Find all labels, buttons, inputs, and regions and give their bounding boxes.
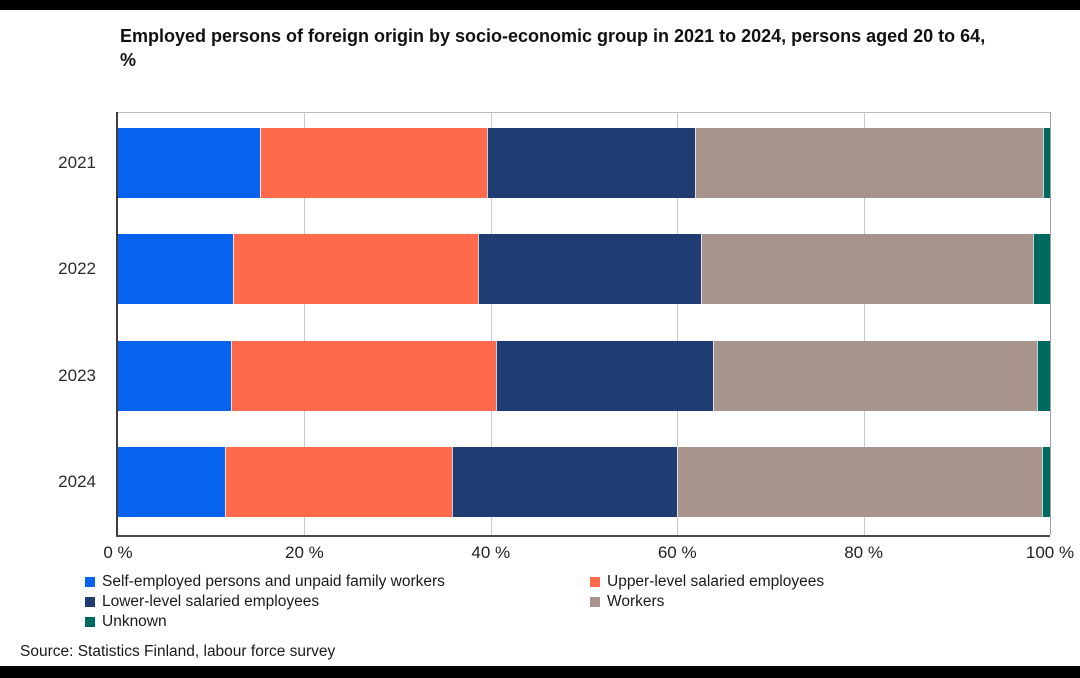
plot-area (116, 112, 1051, 537)
x-axis-tick-label-0: 0 % (103, 543, 133, 562)
legend-label: Self-employed persons and unpaid family … (102, 573, 445, 590)
x-axis-tick-label-20: 20 % (285, 543, 324, 562)
legend-item: Lower-level salaried employees (85, 592, 590, 612)
y-axis-label-2023: 2023 (58, 366, 96, 385)
bar-segment (225, 447, 452, 517)
y-axis-label-2024: 2024 (58, 472, 96, 491)
gridline-20 (304, 112, 306, 535)
legend-swatch-icon (85, 617, 95, 627)
bar-segment (451, 447, 678, 517)
bar-segment (1036, 341, 1050, 411)
bar-segment (677, 447, 1042, 517)
legend-item: Self-employed persons and unpaid family … (85, 572, 590, 592)
gridline-40 (490, 112, 492, 535)
legend-item: Workers (590, 592, 1005, 612)
top-black-border (0, 0, 1080, 10)
legend: Self-employed persons and unpaid family … (85, 572, 1005, 632)
x-axis-line (116, 535, 1050, 537)
legend-label: Lower-level salaried employees (102, 593, 320, 610)
bar-segment (477, 234, 702, 304)
y-axis-label-2022: 2022 (58, 259, 96, 278)
x-axis-tick-label-100: 100 % (1025, 543, 1075, 562)
bar-segment (259, 128, 488, 198)
chart-title: Employed persons of foreign origin by so… (120, 26, 986, 71)
bar-segment (1033, 234, 1050, 304)
plot-border-right (1050, 112, 1051, 535)
bar-segment (694, 128, 1043, 198)
bar-segment (232, 234, 478, 304)
legend-label: Upper-level salaried employees (607, 573, 825, 590)
bar-segment (118, 234, 233, 304)
bar-segment (1041, 447, 1050, 517)
source-text: Source: Statistics Finland, labour force… (20, 643, 336, 660)
bar-segment (118, 128, 260, 198)
x-axis-tick-label-60: 60 % (657, 543, 697, 562)
gridline-60 (677, 112, 679, 535)
bottom-black-border (0, 666, 1080, 678)
bar-segment (487, 128, 695, 198)
legend-swatch-icon (590, 597, 600, 607)
bar-row-2022 (118, 234, 1050, 304)
bar-segment (118, 341, 231, 411)
bar-segment (118, 447, 226, 517)
bar-segment (701, 234, 1034, 304)
bar-row-2024 (118, 447, 1050, 517)
legend-swatch-icon (590, 577, 600, 587)
legend-swatch-icon (85, 577, 95, 587)
x-axis-tick-labels: 0 % 20 % 40 % 60 % 80 % 100 % (0, 543, 1080, 565)
gridline-80 (863, 112, 865, 535)
bar-segment (230, 341, 497, 411)
x-axis-tick-label-40: 40 % (471, 543, 511, 562)
legend-label: Workers (607, 593, 665, 610)
bar-row-2021 (118, 128, 1050, 198)
y-axis-label-2021: 2021 (58, 153, 96, 172)
bar-segment (1042, 128, 1050, 198)
legend-item: Upper-level salaried employees (590, 572, 1005, 592)
y-axis-labels: 2021 2022 2023 2024 (0, 112, 108, 535)
x-axis-tick-label-80: 80 % (844, 543, 883, 562)
bar-segment (712, 341, 1037, 411)
bar-row-2023 (118, 341, 1050, 411)
plot-border-top (118, 112, 1050, 113)
legend-swatch-icon (85, 597, 95, 607)
bar-segment (496, 341, 713, 411)
legend-item: Unknown (85, 612, 590, 632)
y-axis-line (116, 112, 118, 535)
legend-label: Unknown (102, 613, 167, 630)
